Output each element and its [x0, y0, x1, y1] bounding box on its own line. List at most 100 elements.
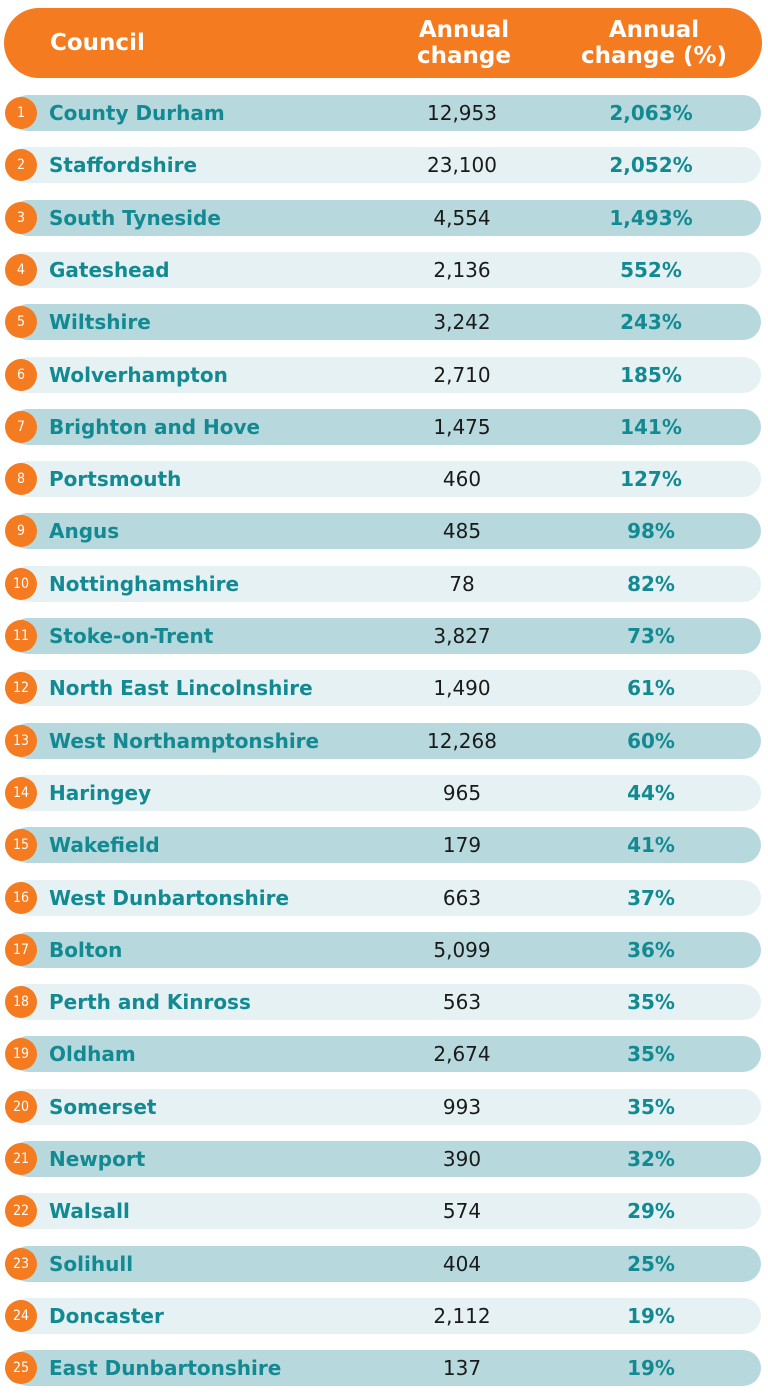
table-row: 20 Somerset 993 35%	[0, 1089, 768, 1125]
annual-change-value: 3,827	[433, 624, 491, 648]
annual-change-pct-value: 243%	[620, 310, 682, 334]
header-council: Council	[50, 30, 145, 56]
row-background	[10, 1246, 761, 1282]
row-background	[10, 1298, 761, 1334]
annual-change-value: 78	[449, 572, 475, 596]
council-name: Newport	[49, 1147, 146, 1171]
row-background	[10, 1350, 761, 1386]
council-name: East Dunbartonshire	[49, 1356, 282, 1380]
annual-change-pct-value: 35%	[627, 1095, 675, 1119]
annual-change-pct-value: 35%	[627, 1042, 675, 1066]
rank-badge: 4	[5, 254, 37, 286]
table-header: Council Annual change Annual change (%)	[4, 8, 762, 78]
council-name: Walsall	[49, 1199, 130, 1223]
table-row: 21 Newport 390 32%	[0, 1141, 768, 1177]
row-background	[10, 304, 761, 340]
annual-change-pct-value: 36%	[627, 938, 675, 962]
annual-change-pct-value: 37%	[627, 886, 675, 910]
annual-change-value: 563	[442, 990, 482, 1014]
rank-badge: 23	[5, 1248, 37, 1280]
annual-change-pct-value: 98%	[627, 519, 675, 543]
row-background	[10, 1193, 761, 1229]
rank-badge: 25	[5, 1352, 37, 1384]
rank-badge: 8	[5, 463, 37, 495]
rank-badge: 2	[5, 149, 37, 181]
council-name: Portsmouth	[49, 467, 182, 491]
row-background	[10, 95, 761, 131]
council-name: West Dunbartonshire	[49, 886, 290, 910]
annual-change-value: 2,674	[433, 1042, 491, 1066]
rank-badge: 15	[5, 829, 37, 861]
table-row: 12 North East Lincolnshire 1,490 61%	[0, 670, 768, 706]
council-name: Oldham	[49, 1042, 136, 1066]
rank-badge: 22	[5, 1195, 37, 1227]
annual-change-value: 460	[442, 467, 482, 491]
table-row: 23 Solihull 404 25%	[0, 1246, 768, 1282]
council-name: Perth and Kinross	[49, 990, 251, 1014]
annual-change-value: 390	[442, 1147, 482, 1171]
rank-badge: 6	[5, 359, 37, 391]
council-name: County Durham	[49, 101, 225, 125]
rank-badge: 1	[5, 97, 37, 129]
row-background	[10, 723, 761, 759]
rank-badge: 10	[5, 568, 37, 600]
table-row: 17 Bolton 5,099 36%	[0, 932, 768, 968]
table-row: 10 Nottinghamshire 78 82%	[0, 566, 768, 602]
row-background	[10, 618, 761, 654]
council-name: Wolverhampton	[49, 363, 228, 387]
table-row: 6 Wolverhampton 2,710 185%	[0, 357, 768, 393]
rank-badge: 19	[5, 1038, 37, 1070]
table-row: 24 Doncaster 2,112 19%	[0, 1298, 768, 1334]
rank-badge: 3	[5, 202, 37, 234]
annual-change-value: 2,112	[433, 1304, 491, 1328]
annual-change-pct-value: 41%	[627, 833, 675, 857]
row-background	[10, 409, 761, 445]
annual-change-value: 574	[442, 1199, 482, 1223]
table-row: 19 Oldham 2,674 35%	[0, 1036, 768, 1072]
row-background	[10, 932, 761, 968]
table-row: 13 West Northamptonshire 12,268 60%	[0, 723, 768, 759]
table-row: 25 East Dunbartonshire 137 19%	[0, 1350, 768, 1386]
annual-change-pct-value: 60%	[627, 729, 675, 753]
rank-badge: 21	[5, 1143, 37, 1175]
annual-change-pct-value: 61%	[627, 676, 675, 700]
annual-change-pct-value: 141%	[620, 415, 682, 439]
council-name: Wakefield	[49, 833, 160, 857]
annual-change-pct-value: 127%	[620, 467, 682, 491]
row-background	[10, 984, 761, 1020]
council-name: North East Lincolnshire	[49, 676, 313, 700]
rank-badge: 13	[5, 725, 37, 757]
table-row: 3 South Tyneside 4,554 1,493%	[0, 200, 768, 236]
annual-change-value: 1,475	[433, 415, 491, 439]
table-row: 8 Portsmouth 460 127%	[0, 461, 768, 497]
annual-change-value: 23,100	[427, 153, 497, 177]
annual-change-value: 179	[442, 833, 482, 857]
annual-change-value: 663	[442, 886, 482, 910]
annual-change-value: 1,490	[433, 676, 491, 700]
table-row: 2 Staffordshire 23,100 2,052%	[0, 147, 768, 183]
rank-badge: 9	[5, 515, 37, 547]
council-name: South Tyneside	[49, 206, 221, 230]
table-row: 18 Perth and Kinross 563 35%	[0, 984, 768, 1020]
header-annual-change: Annual change	[417, 17, 511, 69]
table-row: 7 Brighton and Hove 1,475 141%	[0, 409, 768, 445]
table-row: 9 Angus 485 98%	[0, 513, 768, 549]
row-background	[10, 252, 761, 288]
annual-change-value: 137	[442, 1356, 482, 1380]
annual-change-pct-value: 29%	[627, 1199, 675, 1223]
council-name: Bolton	[49, 938, 123, 962]
annual-change-value: 3,242	[433, 310, 491, 334]
annual-change-pct-value: 19%	[627, 1356, 675, 1380]
rank-badge: 12	[5, 672, 37, 704]
annual-change-value: 993	[442, 1095, 482, 1119]
row-background	[10, 357, 761, 393]
council-name: Solihull	[49, 1252, 134, 1276]
rank-badge: 14	[5, 777, 37, 809]
row-background	[10, 566, 761, 602]
annual-change-pct-value: 185%	[620, 363, 682, 387]
row-background	[10, 1036, 761, 1072]
council-name: Brighton and Hove	[49, 415, 261, 439]
row-background	[10, 670, 761, 706]
header-annual-change-pct: Annual change (%)	[580, 17, 728, 69]
row-background	[10, 1089, 761, 1125]
